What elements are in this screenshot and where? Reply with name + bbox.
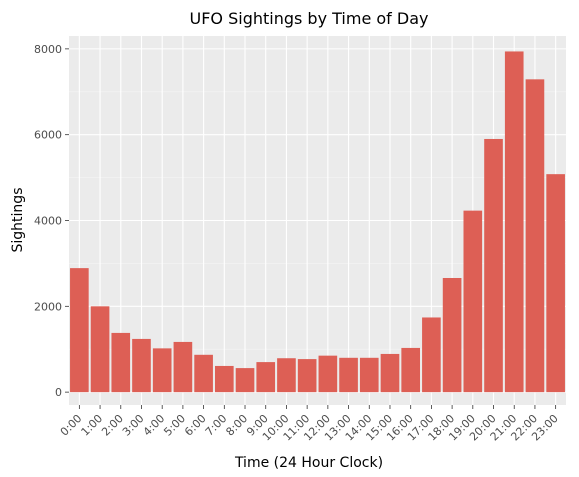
x-tick-label: 7:00 — [203, 412, 230, 439]
minor-gridlines — [69, 91, 566, 350]
bar-11:00 — [297, 359, 317, 393]
bar-5:00 — [173, 341, 193, 393]
chart-title: UFO Sightings by Time of Day — [190, 9, 429, 28]
bar-14:00 — [359, 357, 379, 393]
x-tick-label: 6:00 — [182, 412, 209, 439]
bar-10:00 — [277, 358, 296, 393]
bar-16:00 — [401, 347, 421, 393]
bar-6:00 — [194, 354, 213, 393]
x-axis-title: Time (24 Hour Clock) — [234, 455, 383, 471]
y-axis: 0 2000 4000 6000 8000 — [34, 43, 69, 399]
x-tick-label: 3:00 — [120, 412, 147, 439]
bar-17:00 — [422, 317, 441, 393]
bar-21:00 — [504, 51, 524, 393]
bar-22:00 — [525, 79, 545, 393]
y-tick-label: 0 — [55, 386, 62, 399]
bar-1:00 — [90, 306, 110, 393]
x-tick-label: 2:00 — [99, 412, 126, 439]
y-tick-label: 8000 — [34, 43, 62, 56]
bars — [70, 51, 565, 393]
bar-19:00 — [463, 210, 483, 393]
bar-13:00 — [339, 357, 358, 393]
bar-4:00 — [152, 348, 172, 393]
x-tick-label: 1:00 — [79, 412, 106, 439]
y-axis-title: Sightings — [10, 188, 26, 253]
x-tick-label: 8:00 — [223, 412, 250, 439]
bar-3:00 — [132, 338, 151, 393]
bar-7:00 — [214, 365, 234, 393]
y-tick-label: 4000 — [34, 215, 62, 228]
bar-9:00 — [256, 362, 276, 393]
plot-panel — [69, 36, 566, 405]
bar-0:00 — [70, 268, 89, 393]
x-tick-label: 5:00 — [161, 412, 188, 439]
bar-15:00 — [380, 353, 400, 393]
x-tick-label: 4:00 — [141, 412, 168, 439]
bar-2:00 — [111, 332, 131, 393]
bar-12:00 — [318, 355, 338, 393]
y-tick-label: 2000 — [34, 300, 62, 313]
x-tick-label: 0:00 — [58, 412, 85, 439]
bar-8:00 — [235, 368, 255, 393]
y-tick-label: 6000 — [34, 129, 62, 142]
x-axis: 0:001:002:003:004:005:006:007:008:009:00… — [58, 405, 561, 444]
bar-23:00 — [546, 174, 565, 393]
bar-20:00 — [484, 138, 503, 393]
bar-18:00 — [442, 277, 462, 393]
